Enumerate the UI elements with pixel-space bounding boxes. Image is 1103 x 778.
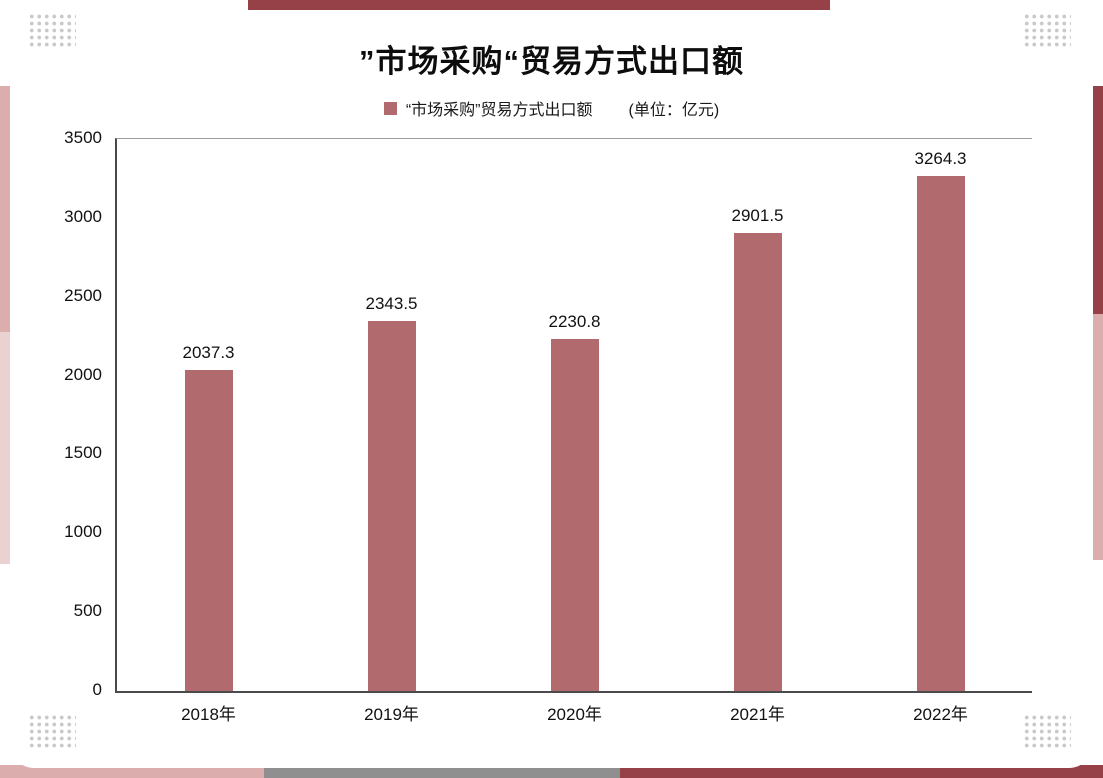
unit-label: (单位：亿元) bbox=[628, 102, 720, 119]
bar-2022年 bbox=[916, 176, 965, 691]
x-axis-tick-label: 2020年 bbox=[547, 705, 602, 724]
decor-strip-bottom-left bbox=[0, 765, 264, 778]
legend-swatch-icon bbox=[383, 101, 397, 115]
bar-2019年 bbox=[367, 321, 416, 691]
dot-grid-ornament-top-left bbox=[28, 13, 76, 47]
decor-strip-bottom-right bbox=[620, 765, 1103, 778]
dot-grid-ornament-bottom-left bbox=[28, 714, 76, 748]
x-axis-tick-label: 2019年 bbox=[364, 705, 419, 724]
bar-value-label: 3264.3 bbox=[914, 149, 967, 169]
decor-strip-bottom-middle bbox=[264, 765, 620, 778]
x-axis-tick-label: 2022年 bbox=[913, 705, 968, 724]
y-axis-tick-label: 1500 bbox=[64, 443, 102, 463]
x-axis-tick-label: 2018年 bbox=[181, 705, 236, 724]
decor-strip-right-upper bbox=[1090, 86, 1103, 314]
y-axis-tick-label: 3500 bbox=[64, 128, 102, 147]
y-axis-tick-label: 500 bbox=[73, 601, 102, 621]
decor-strip-left-lower bbox=[0, 332, 13, 564]
dot-grid-ornament-top-right bbox=[1023, 13, 1071, 47]
chart-card: ”市场采购“贸易方式出口额 “市场采购”贸易方式出口额 (单位：亿元) 0 500… bbox=[10, 10, 1093, 768]
bar-2021年 bbox=[733, 233, 782, 691]
y-axis-tick-label: 2000 bbox=[64, 364, 102, 384]
y-axis-tick-label: 1000 bbox=[64, 522, 102, 542]
decor-strip-right-lower bbox=[1090, 314, 1103, 560]
y-axis-tick-label: 2500 bbox=[64, 285, 102, 305]
decor-strip-left-upper bbox=[0, 86, 13, 332]
x-axis-tick-label: 2021年 bbox=[730, 705, 785, 724]
legend: “市场采购”贸易方式出口额 (单位：亿元) bbox=[10, 96, 1093, 120]
bar-2018年 bbox=[184, 369, 233, 691]
y-axis-tick-label: 3000 bbox=[64, 206, 102, 226]
x-axis-labels: 2018年 2019年 2020年 2021年 2022年 bbox=[117, 698, 1032, 724]
bar-value-label: 2230.8 bbox=[548, 312, 601, 332]
dot-grid-ornament-bottom-right bbox=[1023, 714, 1071, 748]
legend-label: “市场采购”贸易方式出口额 bbox=[405, 102, 593, 119]
bar-2020年 bbox=[550, 339, 599, 691]
y-axis-labels: 0 500 1000 1500 2000 2500 3000 3500 bbox=[10, 128, 102, 699]
decor-strip-top bbox=[248, 0, 830, 13]
bar-value-label: 2343.5 bbox=[365, 294, 418, 314]
bar-value-label: 2901.5 bbox=[731, 206, 784, 226]
chart-title: ”市场采购“贸易方式出口额 bbox=[359, 44, 744, 79]
bar-value-label: 2037.3 bbox=[182, 342, 235, 362]
y-axis-tick-label: 0 bbox=[92, 680, 102, 699]
plot-area: 2037.3 2343.5 2230.8 2901.5 3264.3 bbox=[115, 138, 1032, 693]
